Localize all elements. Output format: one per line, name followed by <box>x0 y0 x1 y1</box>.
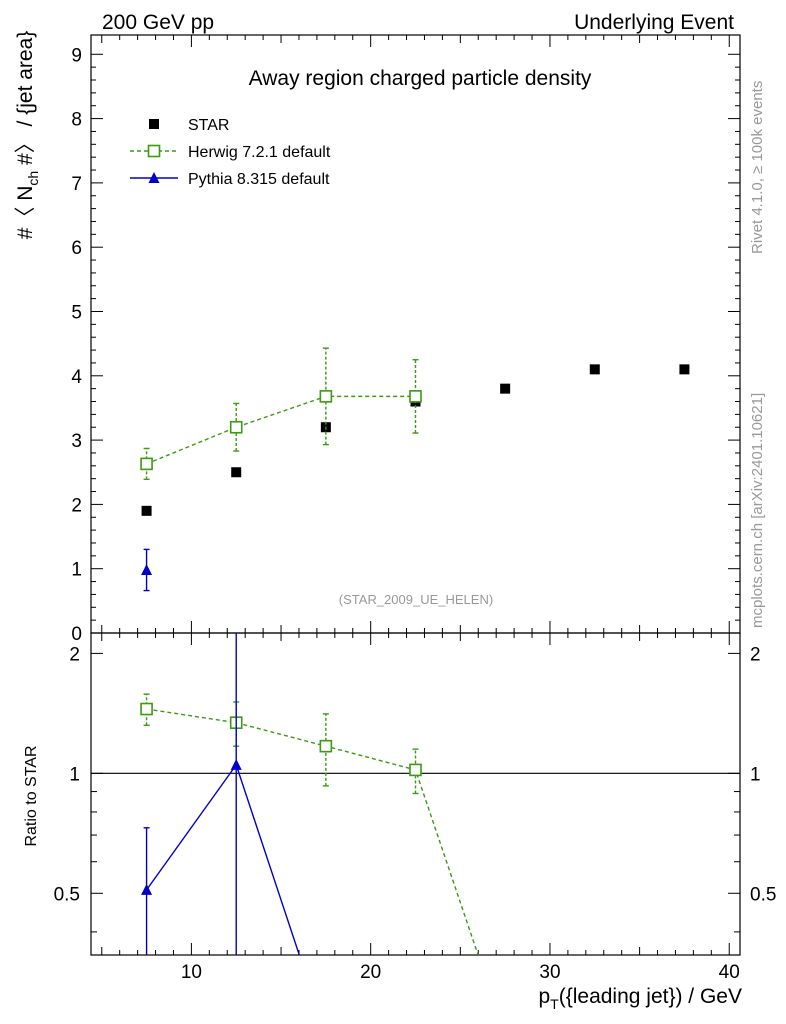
main-y-tick-label: 1 <box>71 560 82 581</box>
main-y-tick-label: 5 <box>71 302 82 323</box>
ratio-y-tick-label-left: 1 <box>69 764 80 785</box>
rivet-label: Rivet 4.1.0, ≥ 100k events <box>749 81 766 254</box>
herwig-ratio-point <box>409 763 422 777</box>
xlabel: pT({leading jet}) / GeV <box>538 985 742 1012</box>
herwig-main-point <box>229 420 243 434</box>
herwig-ratio-point <box>319 739 333 753</box>
main-ylabel-tail: #〉 / {jet area} <box>14 31 37 171</box>
herwig-main-point <box>409 390 422 403</box>
main-y-tick-label: 2 <box>71 495 82 516</box>
star-main-point <box>589 364 600 375</box>
main-y-tick-label: 7 <box>71 174 82 195</box>
main-y-tick-label: 9 <box>71 45 82 66</box>
main-panel: 0 1 2 3 4 5 6 7 8 9 <box>71 34 741 645</box>
ratio-y-tick-label-left: 2 <box>69 644 80 665</box>
x-tick-label: 20 <box>360 962 381 983</box>
star-main-point <box>141 505 152 516</box>
xlabel-sub: T <box>550 996 559 1012</box>
x-tick-label: 30 <box>539 962 560 983</box>
main-data <box>140 347 690 592</box>
ratio-y-tick-label-right: 2 <box>750 644 761 665</box>
star-main-point <box>231 467 242 478</box>
main-ylabel-sub: ch <box>25 171 41 186</box>
x-tick-label: 40 <box>719 962 740 983</box>
pythia-main-point <box>141 563 153 575</box>
main-y-tick-label: 6 <box>71 238 82 259</box>
legend-label-pythia: Pythia 8.315 default <box>188 171 330 188</box>
herwig-main-point <box>319 390 333 403</box>
legend: STAR Herwig 7.2.1 default Pythia 8.315 def… <box>130 117 331 188</box>
legend-label-star: STAR <box>188 117 229 134</box>
legend-marker-herwig <box>147 144 161 158</box>
ratio-y-tick-label-left: 0.5 <box>54 884 80 905</box>
legend-marker-pythia <box>148 172 160 183</box>
analysis-watermark: (STAR_2009_UE_HELEN) <box>339 592 493 607</box>
header-left: 200 GeV pp <box>102 11 214 34</box>
ratio-data <box>140 633 479 955</box>
ratio-panel: 10 20 30 40 0.5 0.5 1 1 2 2 <box>54 632 776 983</box>
main-y-tick-label: 8 <box>71 110 82 131</box>
herwig-ratio-point <box>140 702 153 716</box>
legend-label-herwig: Herwig 7.2.1 default <box>188 144 331 161</box>
main-y-tick-label: 4 <box>71 367 82 388</box>
xlabel-tail: ({leading jet}) / GeV <box>559 985 742 1008</box>
x-tick-label: 10 <box>181 962 202 983</box>
chart-title: Away region charged particle density <box>249 67 592 90</box>
ratio-y-tick-label-right: 0.5 <box>750 884 776 905</box>
star-main-point <box>500 383 511 394</box>
main-ylabel-lead: #〈 N <box>14 186 37 240</box>
main-ylabel: #〈 Nch #〉 / {jet area} <box>14 31 41 240</box>
ratio-frame <box>90 632 741 956</box>
herwig-main-line <box>146 395 416 465</box>
mcplots-label: mcplots.cern.ch [arXiv:2401.10621] <box>749 393 766 628</box>
header-right: Underlying Event <box>574 11 734 34</box>
ratio-ylabel: Ratio to STAR <box>23 745 40 846</box>
pythia-ratio-point <box>230 758 242 770</box>
pythia-ratio-point <box>141 883 153 895</box>
main-y-tick-label: 0 <box>71 624 82 645</box>
ratio-y-tick-label-right: 1 <box>750 764 761 785</box>
star-main-point <box>679 364 690 375</box>
main-y-tick-label: 3 <box>71 431 82 452</box>
herwig-main-point <box>140 457 153 471</box>
xlabel-lead: p <box>538 985 550 1008</box>
legend-marker-star <box>149 119 159 129</box>
